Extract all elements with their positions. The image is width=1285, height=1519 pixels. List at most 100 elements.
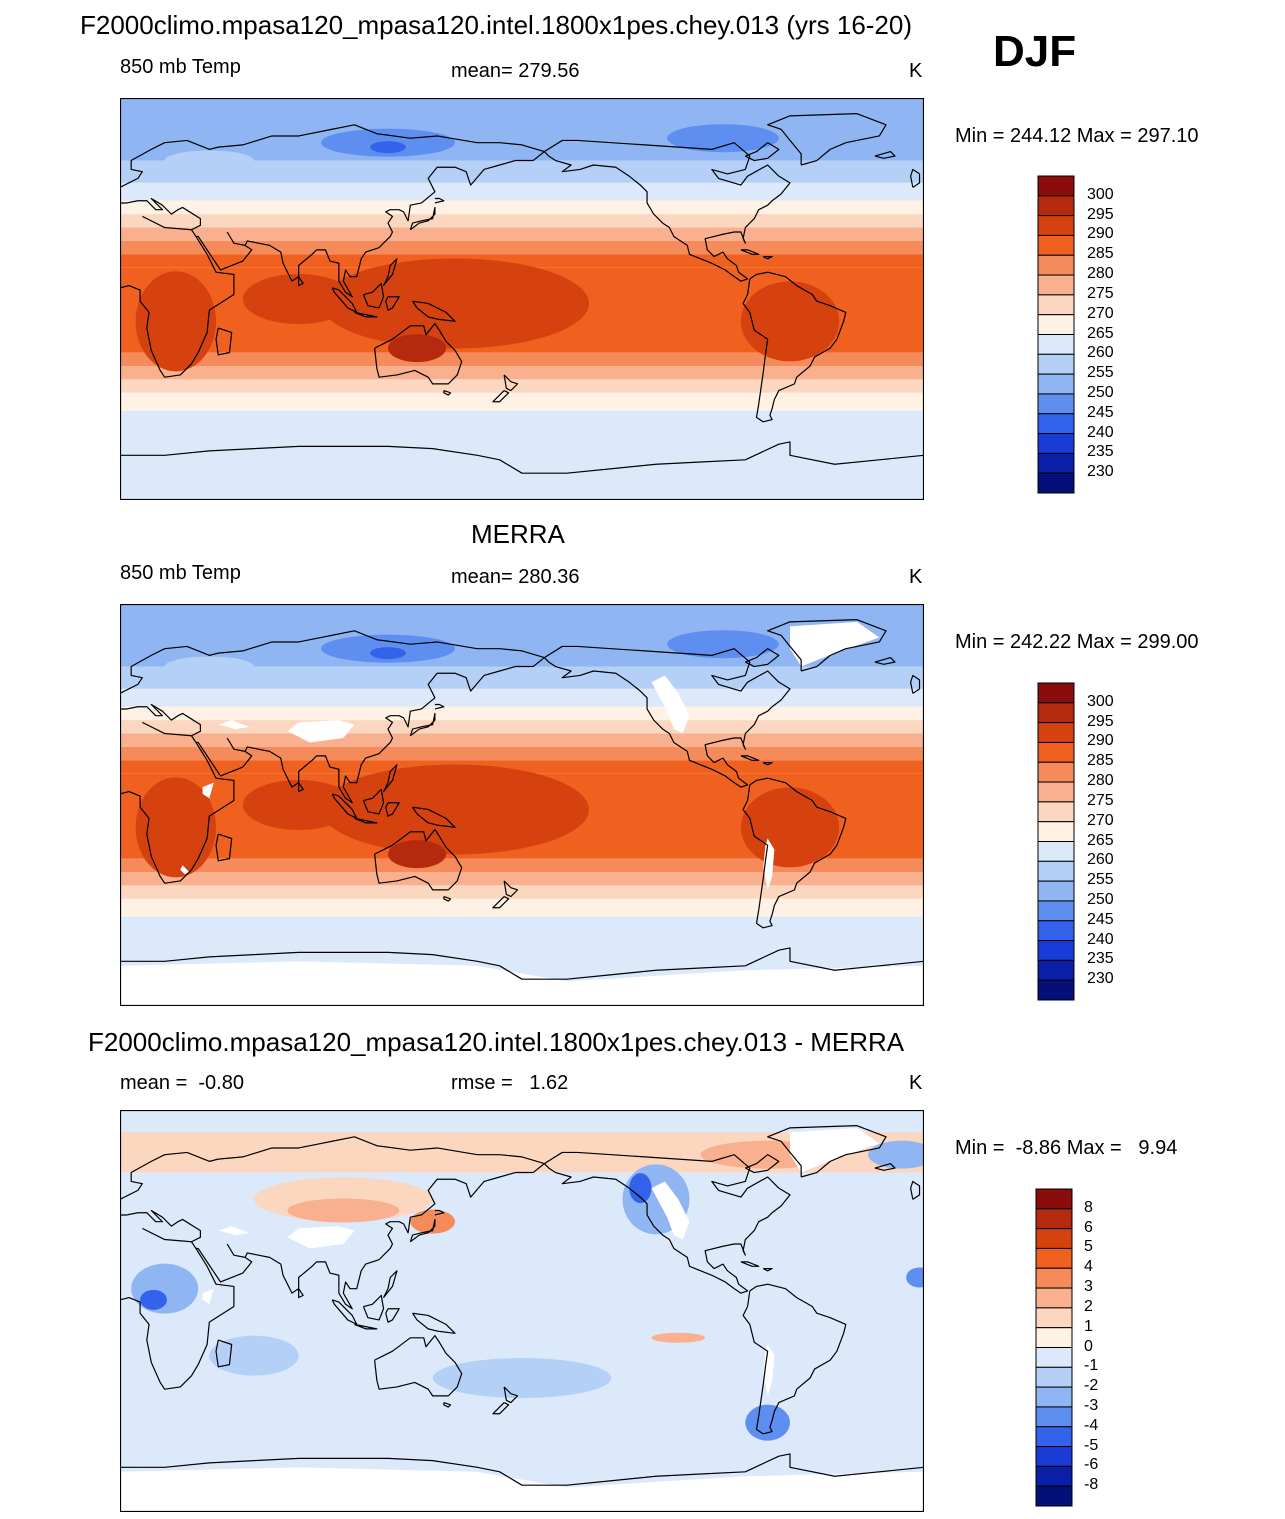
colorbar-swatch bbox=[1037, 682, 1075, 704]
colorbar-tick-label: -3 bbox=[1084, 1396, 1099, 1414]
colorbar-swatch bbox=[1035, 1366, 1073, 1388]
colorbar-tick-label: 235 bbox=[1087, 950, 1114, 968]
colorbar-swatch bbox=[1037, 314, 1075, 335]
colorbar-swatch bbox=[1035, 1406, 1073, 1428]
colorbar-tick-label: 275 bbox=[1087, 791, 1114, 809]
colorbar-tick-label: -6 bbox=[1084, 1456, 1099, 1474]
colorbar-swatch bbox=[1035, 1426, 1073, 1448]
panel-1-title: F2000climo.mpasa120_mpasa120.intel.1800x… bbox=[80, 10, 913, 40]
panel-2-map bbox=[120, 604, 924, 1006]
colorbar-tick-label: 250 bbox=[1087, 890, 1114, 908]
colorbar-swatch bbox=[1037, 433, 1075, 454]
colorbar-swatch bbox=[1037, 900, 1075, 922]
colorbar-swatch bbox=[1035, 1307, 1073, 1329]
colorbar-tick-label: 245 bbox=[1087, 910, 1114, 928]
colorbar-swatch bbox=[1037, 393, 1075, 415]
colorbar-tick-label: 295 bbox=[1087, 712, 1114, 730]
colorbar-swatch bbox=[1037, 821, 1075, 842]
panel-1-colorbar bbox=[1037, 175, 1075, 494]
colorbar-swatch bbox=[1035, 1228, 1073, 1249]
season-label: DJF bbox=[993, 27, 1077, 76]
colorbar-swatch bbox=[1035, 1446, 1073, 1467]
colorbar-tick-label: 290 bbox=[1087, 225, 1114, 243]
colorbar-swatch bbox=[1037, 195, 1075, 217]
colorbar-swatch bbox=[1037, 920, 1075, 942]
colorbar-swatch bbox=[1035, 1188, 1073, 1210]
colorbar-tick-label: -4 bbox=[1084, 1416, 1099, 1434]
colorbar-swatch bbox=[1037, 761, 1075, 783]
colorbar-swatch bbox=[1037, 353, 1075, 375]
colorbar-tick-label: 270 bbox=[1087, 304, 1114, 322]
colorbar-tick-label: -2 bbox=[1084, 1377, 1099, 1395]
colorbar-tick-label: 0 bbox=[1084, 1337, 1093, 1355]
colorbar-tick-label: 295 bbox=[1087, 205, 1114, 223]
colorbar-swatch bbox=[1035, 1208, 1073, 1230]
colorbar-tick-label: 300 bbox=[1087, 185, 1114, 203]
colorbar-tick-label: 245 bbox=[1087, 403, 1114, 421]
colorbar-swatch bbox=[1037, 294, 1075, 316]
colorbar-swatch bbox=[1037, 334, 1075, 355]
colorbar-tick-label: 235 bbox=[1087, 443, 1114, 461]
colorbar-swatch bbox=[1037, 959, 1075, 981]
panel-3-minmax: Min = -8.86 Max = 9.94 bbox=[955, 1137, 1178, 1159]
colorbar-tick-label: 240 bbox=[1087, 930, 1114, 948]
colorbar-tick-label: 6 bbox=[1084, 1218, 1093, 1236]
colorbar-swatch bbox=[1037, 722, 1075, 743]
panel-2-units-label: K bbox=[909, 566, 923, 588]
colorbar-swatch bbox=[1035, 1327, 1073, 1348]
panel-1-map bbox=[120, 98, 924, 500]
colorbar-swatch bbox=[1037, 860, 1075, 882]
panel-3-title: F2000climo.mpasa120_mpasa120.intel.1800x… bbox=[88, 1027, 905, 1057]
colorbar-tick-label: 265 bbox=[1087, 324, 1114, 342]
colorbar-swatch bbox=[1037, 274, 1075, 296]
colorbar-swatch bbox=[1037, 254, 1075, 276]
colorbar-swatch bbox=[1035, 1267, 1073, 1289]
colorbar-tick-label: 2 bbox=[1084, 1297, 1093, 1315]
panel-3-map bbox=[120, 1110, 924, 1512]
colorbar-tick-label: -1 bbox=[1084, 1357, 1099, 1375]
colorbar-tick-label: 4 bbox=[1084, 1258, 1093, 1276]
colorbar-swatch bbox=[1037, 234, 1075, 256]
panel-2-mean-label: mean= 280.36 bbox=[451, 566, 580, 588]
panel-1-variable-label: 850 mb Temp bbox=[120, 56, 241, 78]
colorbar-tick-label: 1 bbox=[1084, 1317, 1093, 1335]
colorbar-swatch bbox=[1037, 979, 1075, 1001]
colorbar-tick-label: 255 bbox=[1087, 871, 1114, 889]
colorbar-tick-label: 260 bbox=[1087, 344, 1114, 362]
colorbar-swatch bbox=[1035, 1287, 1073, 1309]
colorbar-tick-label: 265 bbox=[1087, 831, 1114, 849]
panel-2-variable-label: 850 mb Temp bbox=[120, 562, 241, 584]
colorbar-tick-label: 285 bbox=[1087, 245, 1114, 263]
colorbar-swatch bbox=[1037, 801, 1075, 823]
colorbar-swatch bbox=[1037, 472, 1075, 494]
colorbar-tick-label: 280 bbox=[1087, 772, 1114, 790]
colorbar-swatch bbox=[1037, 215, 1075, 236]
colorbar-tick-label: 300 bbox=[1087, 692, 1114, 710]
colorbar-swatch bbox=[1037, 741, 1075, 763]
colorbar-tick-label: 270 bbox=[1087, 811, 1114, 829]
colorbar-swatch bbox=[1035, 1247, 1073, 1269]
colorbar-swatch bbox=[1035, 1347, 1073, 1368]
panel-1-units-label: K bbox=[909, 60, 923, 82]
panel-1-mean-label: mean= 279.56 bbox=[451, 60, 580, 82]
colorbar-swatch bbox=[1037, 880, 1075, 902]
colorbar-swatch bbox=[1037, 940, 1075, 961]
panel-3-colorbar bbox=[1035, 1188, 1073, 1507]
colorbar-tick-label: -5 bbox=[1084, 1436, 1099, 1454]
colorbar-tick-label: 280 bbox=[1087, 265, 1114, 283]
colorbar-tick-label: 230 bbox=[1087, 463, 1114, 481]
panel-3-mean-label: mean = -0.80 bbox=[120, 1072, 244, 1094]
colorbar-tick-label: 240 bbox=[1087, 423, 1114, 441]
colorbar-tick-label: 255 bbox=[1087, 364, 1114, 382]
colorbar-tick-label: 250 bbox=[1087, 383, 1114, 401]
colorbar-swatch bbox=[1035, 1465, 1073, 1487]
panel-3-units-label: K bbox=[909, 1072, 923, 1094]
colorbar-swatch bbox=[1037, 781, 1075, 803]
colorbar-tick-label: 290 bbox=[1087, 732, 1114, 750]
colorbar-swatch bbox=[1037, 841, 1075, 862]
colorbar-tick-label: 3 bbox=[1084, 1278, 1093, 1296]
colorbar-tick-label: 5 bbox=[1084, 1238, 1093, 1256]
colorbar-swatch bbox=[1037, 413, 1075, 435]
colorbar-tick-label: 230 bbox=[1087, 970, 1114, 988]
colorbar-tick-label: 285 bbox=[1087, 752, 1114, 770]
